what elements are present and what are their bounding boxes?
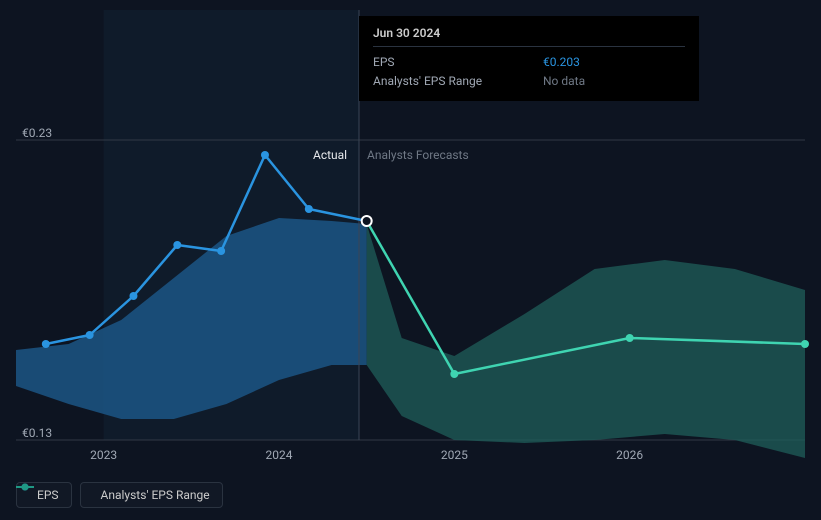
x-tick-label: 2025 (441, 448, 468, 462)
eps-marker (42, 340, 50, 348)
tooltip-key: EPS (373, 53, 503, 72)
eps-marker (173, 241, 181, 249)
tooltip-separator (373, 46, 685, 47)
eps-marker (129, 292, 137, 300)
y-tick-label: €0.13 (22, 426, 52, 440)
chart-legend: EPS Analysts' EPS Range (16, 482, 223, 508)
x-tick-label: 2023 (90, 448, 117, 462)
eps-marker (305, 205, 313, 213)
forecast-marker (450, 370, 458, 378)
tooltip-row: Analysts' EPS Range No data (373, 72, 685, 91)
tooltip-value: No data (543, 72, 585, 91)
eps-marker (86, 331, 94, 339)
highlight-marker (362, 216, 372, 226)
eps-marker (261, 151, 269, 159)
tooltip-date: Jun 30 2024 (373, 26, 685, 40)
forecast-marker (626, 334, 634, 342)
eps-chart: { "canvas": { "width": 821, "height": 52… (0, 0, 821, 520)
x-tick-label: 2024 (266, 448, 293, 462)
legend-label: EPS (37, 488, 59, 502)
forecast-marker (801, 340, 809, 348)
region-label-actual: Actual (313, 148, 347, 162)
legend-item[interactable]: Analysts' EPS Range (80, 482, 223, 508)
eps-marker (217, 247, 225, 255)
tooltip-row: EPS €0.203 (373, 53, 685, 72)
y-tick-label: €0.23 (22, 126, 52, 140)
tooltip-value: €0.203 (543, 53, 580, 72)
legend-label: Analysts' EPS Range (101, 488, 210, 502)
chart-tooltip: Jun 30 2024 EPS€0.203Analysts' EPS Range… (359, 16, 699, 101)
tooltip-key: Analysts' EPS Range (373, 72, 503, 91)
x-tick-label: 2026 (616, 448, 643, 462)
region-label-forecast: Analysts Forecasts (367, 148, 469, 162)
